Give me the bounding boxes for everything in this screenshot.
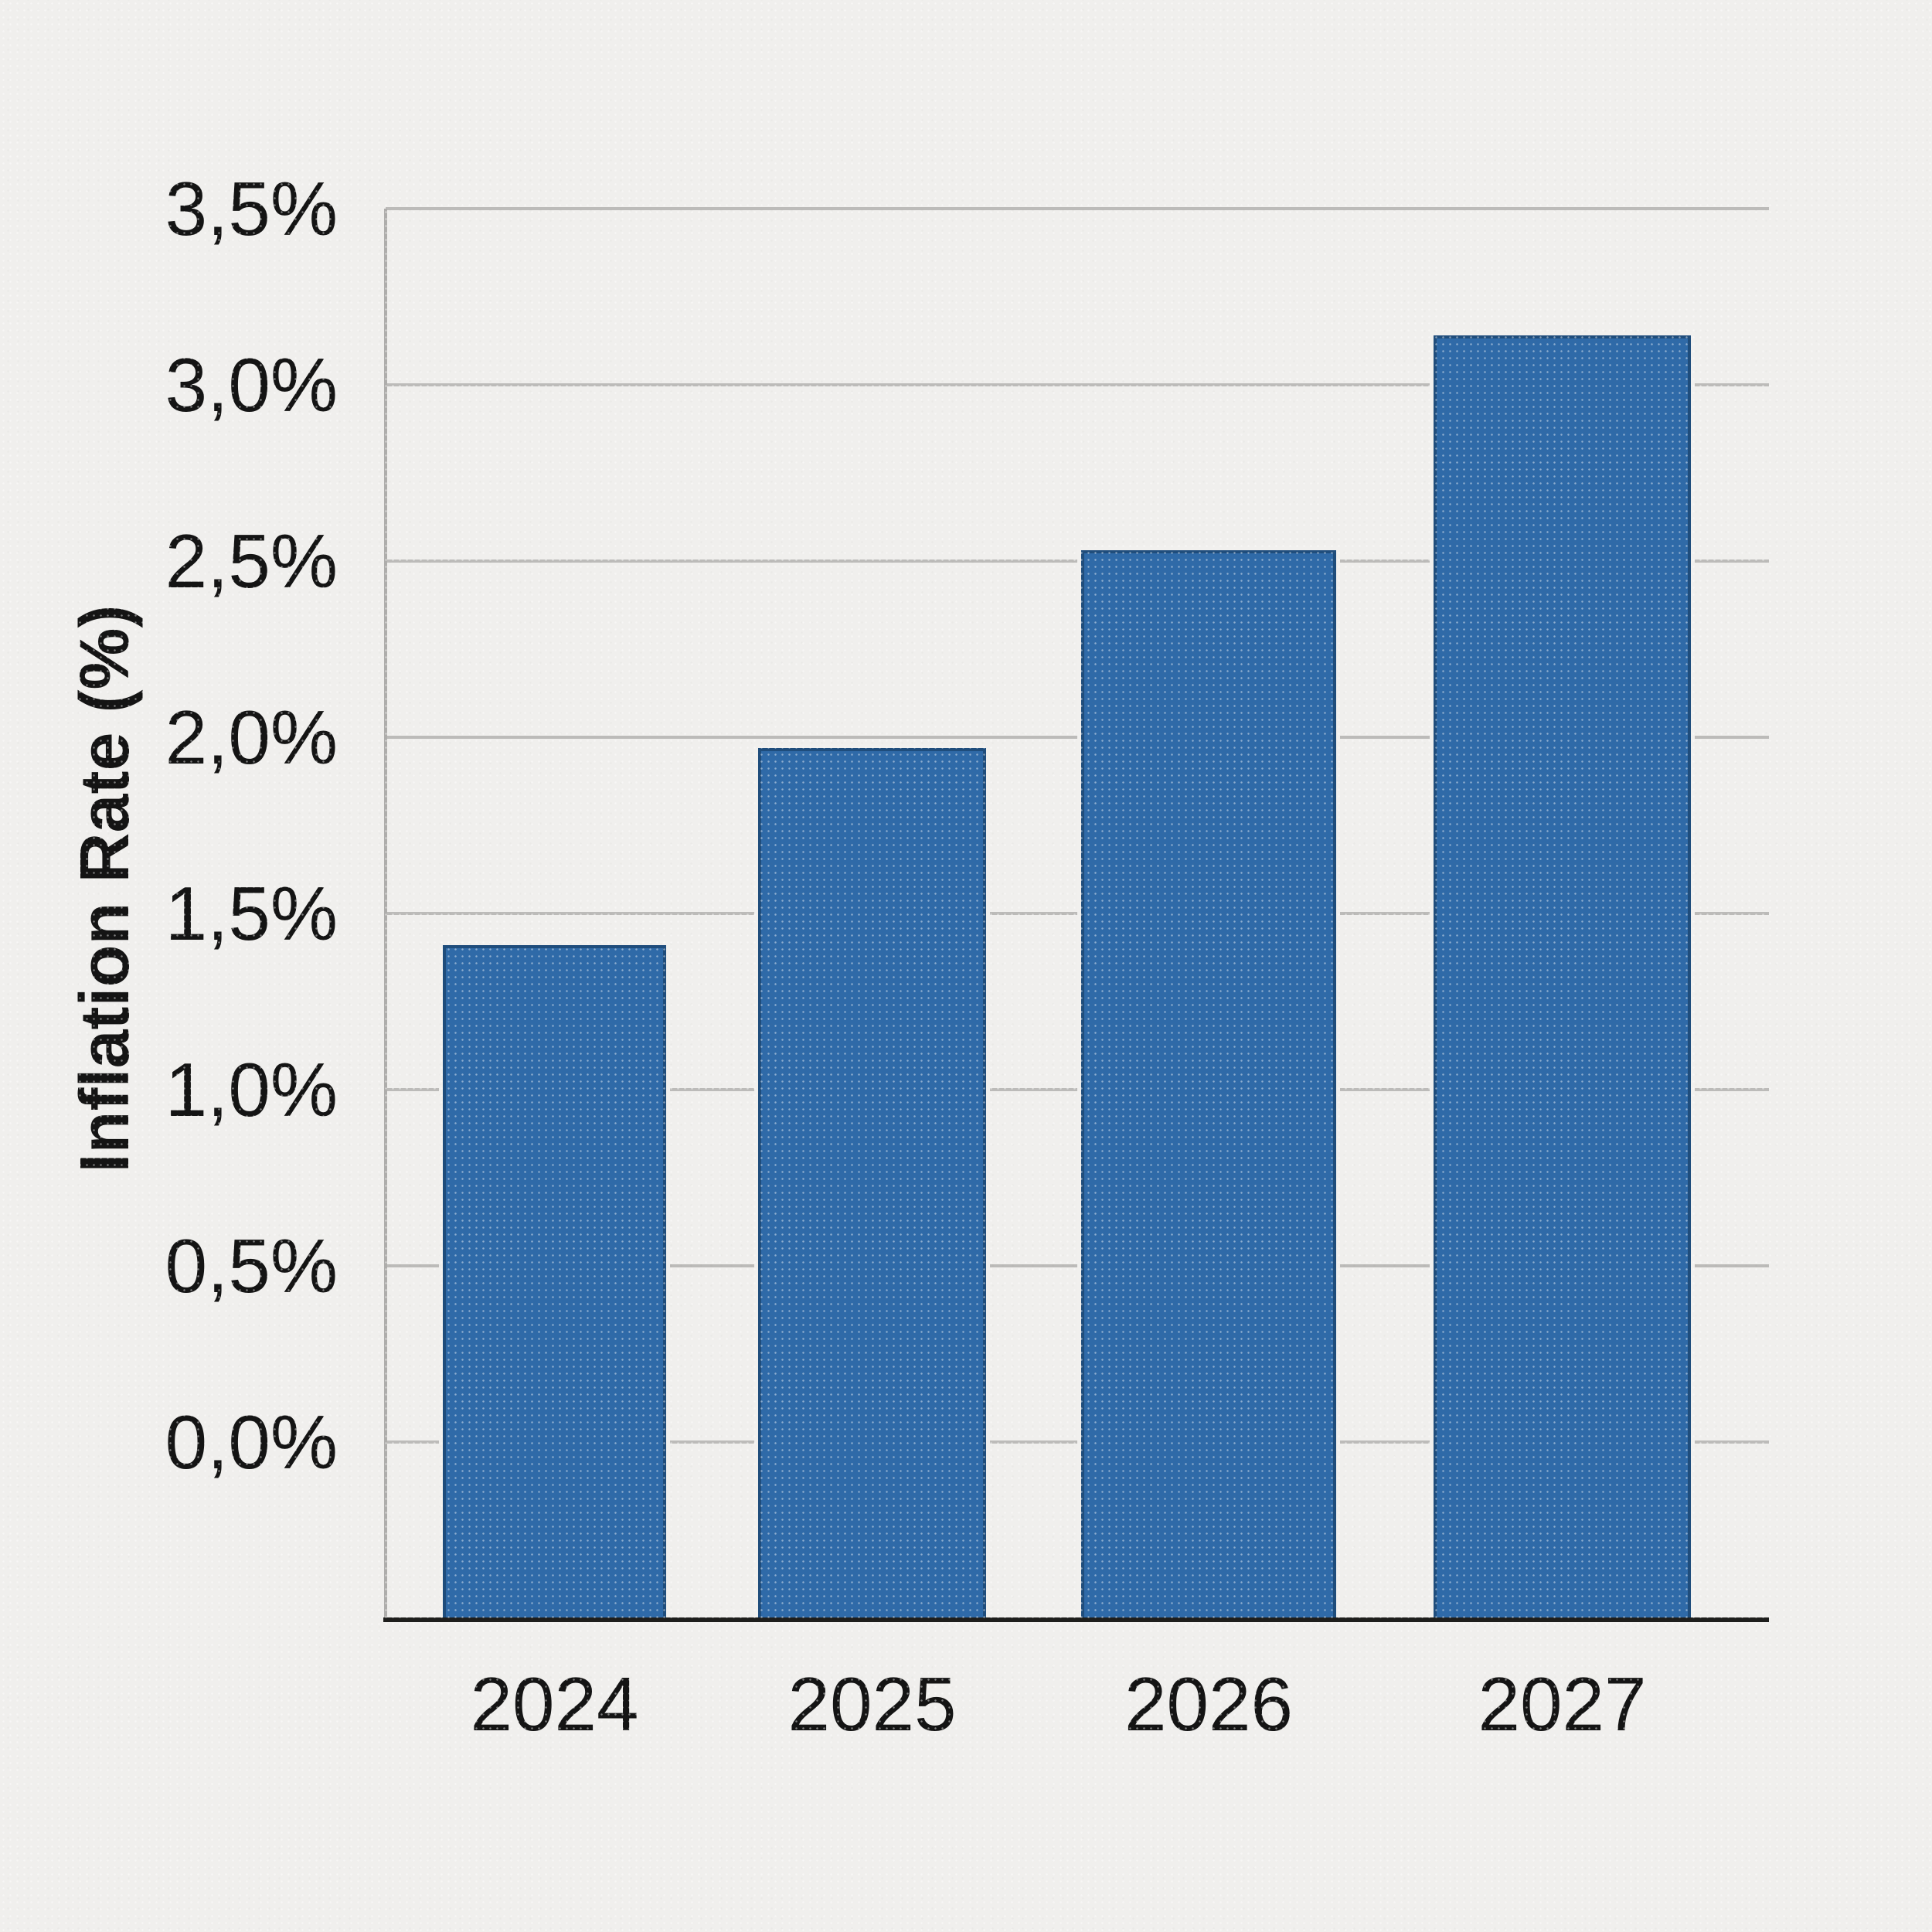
bar-2026: [1081, 550, 1336, 1620]
y-tick-label: 0,0%: [165, 1400, 338, 1485]
gridline-2,5%: [386, 560, 1769, 563]
x-tick-label-2027: 2027: [1478, 1662, 1647, 1747]
gridline-2,0%: [386, 736, 1769, 739]
bar-2027: [1434, 335, 1691, 1620]
gridline-0,0%: [386, 1440, 1769, 1444]
y-axis-line: [384, 209, 387, 1620]
y-tick-label: 1,0%: [165, 1047, 338, 1132]
gridline-1,5%: [386, 912, 1769, 915]
bar-2024: [443, 945, 666, 1620]
y-tick-label: 2,5%: [165, 519, 338, 604]
gridline-1,0%: [386, 1088, 1769, 1091]
y-tick-label: 2,0%: [165, 695, 338, 780]
x-tick-label-2024: 2024: [470, 1662, 639, 1747]
y-tick-label: 1,5%: [165, 871, 338, 956]
y-tick-label: 3,0%: [165, 342, 338, 427]
x-axis-line: [383, 1617, 1769, 1622]
gridline-0,5%: [386, 1264, 1769, 1267]
y-tick-label: 0,5%: [165, 1223, 338, 1308]
x-tick-label-2026: 2026: [1124, 1662, 1293, 1747]
gridline-3,5%: [386, 207, 1769, 210]
y-tick-label: 3,5%: [165, 166, 338, 251]
x-tick-label-2025: 2025: [787, 1662, 957, 1747]
bar-2025: [758, 747, 986, 1620]
gridline-3,0%: [386, 383, 1769, 386]
